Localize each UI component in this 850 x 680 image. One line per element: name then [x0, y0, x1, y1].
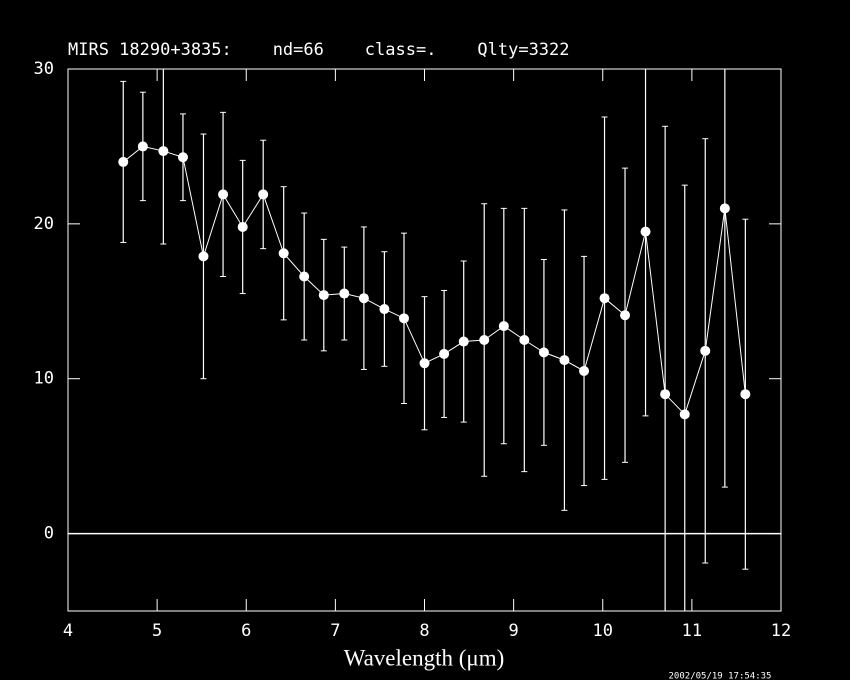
x-tick-label: 6 — [241, 621, 251, 641]
data-point — [700, 345, 711, 356]
data-point — [258, 189, 269, 200]
data-point — [299, 271, 310, 282]
y-tick-label: 30 — [34, 59, 54, 79]
data-point — [679, 409, 690, 420]
data-point — [339, 288, 350, 299]
data-point — [158, 146, 169, 157]
data-point — [198, 251, 209, 262]
data-point — [640, 226, 651, 237]
y-tick-label: 0 — [44, 524, 54, 544]
y-tick-label: 10 — [34, 369, 54, 389]
data-point — [177, 152, 188, 163]
plot-area — [68, 69, 781, 611]
x-tick-label: 9 — [509, 621, 519, 641]
data-point — [358, 293, 369, 304]
data-point — [660, 389, 671, 400]
timestamp: 2002/05/19 17:54:35 — [669, 672, 772, 680]
y-tick-label: 20 — [34, 214, 54, 234]
data-point — [719, 203, 730, 214]
data-point — [579, 365, 590, 376]
data-point — [318, 290, 329, 301]
x-tick-label: 11 — [682, 621, 702, 641]
data-point — [599, 293, 610, 304]
x-tick-label: 7 — [330, 621, 340, 641]
data-point — [458, 336, 469, 347]
data-point — [218, 189, 229, 200]
x-tick-label: 10 — [593, 621, 613, 641]
data-point — [559, 355, 570, 366]
data-point — [519, 335, 530, 345]
data-point — [439, 348, 450, 359]
data-point — [498, 321, 509, 332]
data-point — [538, 347, 549, 358]
data-point — [379, 304, 390, 315]
data-point — [620, 310, 631, 321]
chart-title: MIRS 18290+3835: nd=66 class=. Qlty=3322 — [68, 40, 570, 60]
data-point — [137, 141, 148, 152]
data-point — [479, 335, 490, 345]
x-tick-label: 8 — [419, 621, 429, 641]
data-point — [399, 313, 410, 324]
x-tick-label: 5 — [152, 621, 162, 641]
data-point — [118, 156, 129, 167]
x-tick-label: 4 — [63, 621, 73, 641]
x-axis-label: Wavelength (μm) — [344, 645, 505, 670]
data-point — [237, 221, 248, 232]
data-line — [122, 145, 746, 416]
data-point — [419, 358, 430, 369]
data-point — [278, 248, 289, 259]
x-tick-label: 12 — [771, 621, 791, 641]
data-point — [740, 389, 751, 400]
